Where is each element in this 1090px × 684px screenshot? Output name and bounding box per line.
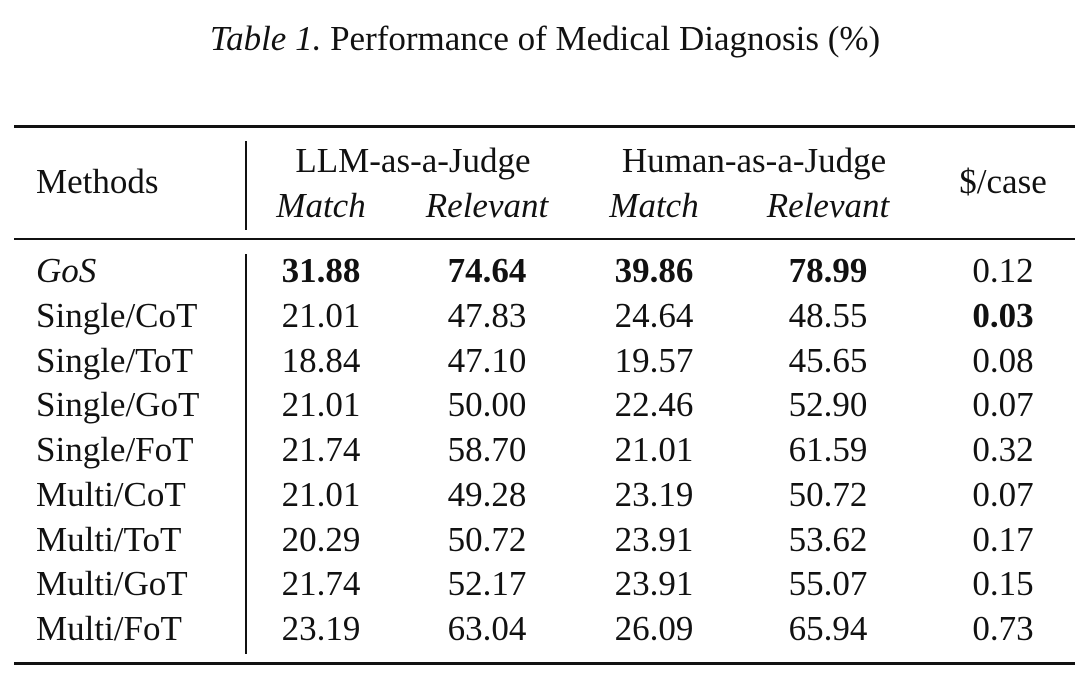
llm-relevant-cell: 63.04: [447, 609, 527, 648]
table-label: Table 1.: [209, 19, 322, 58]
method-cell: Single/ToT: [36, 341, 193, 380]
human-match-cell: 24.64: [614, 296, 694, 335]
method-cell: Multi/GoT: [36, 564, 188, 603]
human-match-cell: 39.86: [614, 251, 694, 290]
bottom-rule: [14, 662, 1075, 665]
method-cell: GoS: [36, 251, 97, 290]
human-match-cell: 22.46: [614, 385, 694, 424]
cost-cell: 0.03: [972, 296, 1034, 335]
top-rule: [14, 125, 1075, 128]
llm-match-subheader: Match: [276, 186, 366, 225]
human-relevant-cell: 52.90: [788, 385, 868, 424]
method-cell: Multi/ToT: [36, 520, 182, 559]
cost-cell: 0.73: [972, 609, 1034, 648]
human-relevant-cell: 55.07: [788, 564, 868, 603]
human-relevant-cell: 78.99: [788, 251, 868, 290]
llm-match-cell: 21.74: [281, 430, 361, 469]
method-cell: Multi/CoT: [36, 475, 186, 514]
human-relevant-cell: 48.55: [788, 296, 868, 335]
cost-header: $/case: [959, 162, 1047, 201]
llm-match-cell: 23.19: [281, 609, 361, 648]
method-cell: Single/GoT: [36, 385, 200, 424]
llm-relevant-cell: 47.83: [447, 296, 527, 335]
llm-match-cell: 21.01: [281, 475, 361, 514]
method-cell: Single/CoT: [36, 296, 198, 335]
methods-header: Methods: [36, 162, 159, 201]
llm-relevant-cell: 47.10: [447, 341, 527, 380]
human-match-subheader: Match: [609, 186, 699, 225]
body-column-divider: [245, 254, 247, 654]
llm-relevant-cell: 50.72: [447, 520, 527, 559]
llm-relevant-cell: 50.00: [447, 385, 527, 424]
llm-match-cell: 31.88: [281, 251, 361, 290]
llm-relevant-cell: 74.64: [447, 251, 527, 290]
header-rule: [14, 238, 1075, 240]
cost-cell: 0.07: [972, 475, 1034, 514]
human-match-cell: 26.09: [614, 609, 694, 648]
human-relevant-cell: 50.72: [788, 475, 868, 514]
table-title: Performance of Medical Diagnosis (%): [330, 19, 881, 58]
method-cell: Multi/FoT: [36, 609, 182, 648]
method-cell: Single/FoT: [36, 430, 194, 469]
cost-cell: 0.08: [972, 341, 1034, 380]
human-match-cell: 19.57: [614, 341, 694, 380]
human-relevant-cell: 65.94: [788, 609, 868, 648]
cost-cell: 0.17: [972, 520, 1034, 559]
human-relevant-cell: 53.62: [788, 520, 868, 559]
cost-cell: 0.12: [972, 251, 1034, 290]
llm-relevant-cell: 49.28: [447, 475, 527, 514]
llm-relevant-cell: 58.70: [447, 430, 527, 469]
human-match-cell: 23.91: [614, 520, 694, 559]
cost-cell: 0.07: [972, 385, 1034, 424]
human-match-cell: 23.19: [614, 475, 694, 514]
llm-match-cell: 21.74: [281, 564, 361, 603]
llm-relevant-subheader: Relevant: [425, 186, 549, 225]
header-column-divider: [245, 141, 247, 230]
llm-judge-header: LLM-as-a-Judge: [295, 141, 531, 180]
llm-match-cell: 20.29: [281, 520, 361, 559]
cost-cell: 0.32: [972, 430, 1034, 469]
llm-match-cell: 18.84: [281, 341, 361, 380]
human-match-cell: 21.01: [614, 430, 694, 469]
human-relevant-cell: 61.59: [788, 430, 868, 469]
human-relevant-cell: 45.65: [788, 341, 868, 380]
table-caption: Table 1. Performance of Medical Diagnosi…: [0, 16, 1090, 62]
human-relevant-subheader: Relevant: [766, 186, 890, 225]
human-judge-header: Human-as-a-Judge: [621, 141, 887, 180]
llm-relevant-cell: 52.17: [447, 564, 527, 603]
human-match-cell: 23.91: [614, 564, 694, 603]
llm-match-cell: 21.01: [281, 385, 361, 424]
cost-cell: 0.15: [972, 564, 1034, 603]
llm-match-cell: 21.01: [281, 296, 361, 335]
